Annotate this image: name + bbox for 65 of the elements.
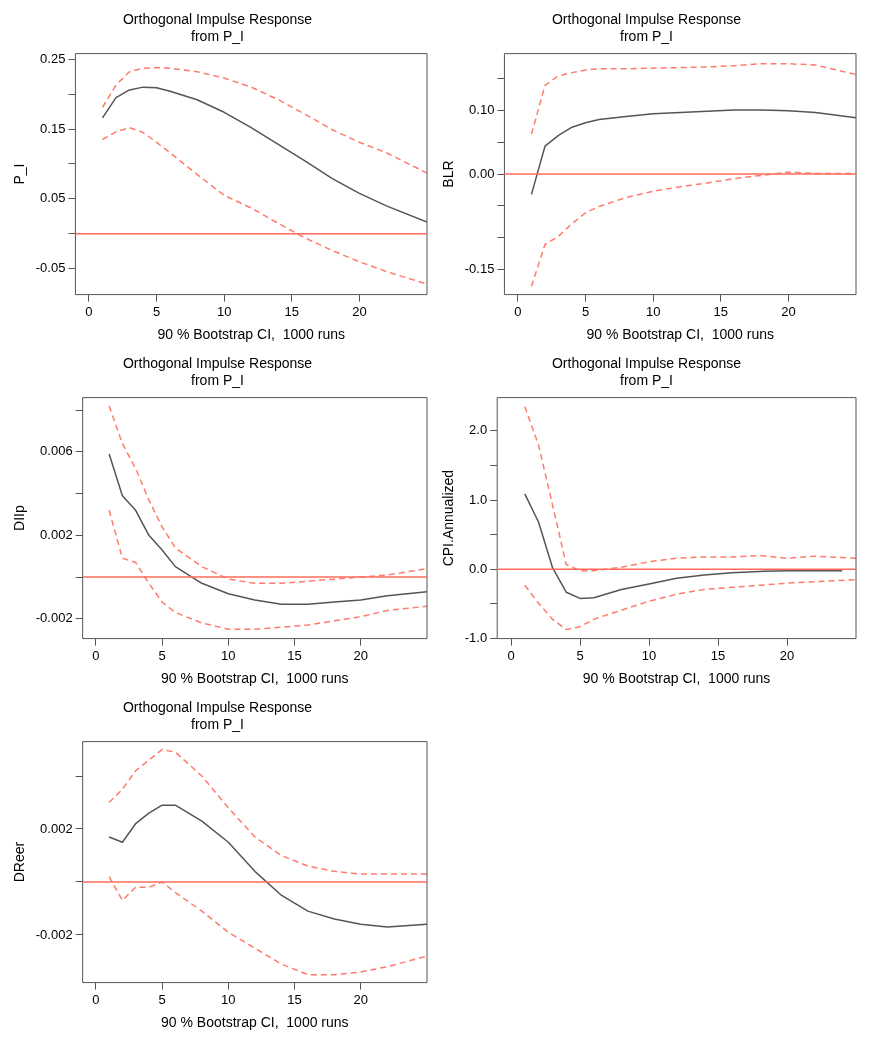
x-tick-label: 5 [576,647,584,663]
y-axis-title: CPI.Annualized [440,469,457,567]
chart-title: Orthogonal Impulse Response from P_I [122,11,313,45]
chart-title: Orthogonal Impulse Response from P_I [551,11,742,45]
x-tick-label: 5 [158,991,166,1007]
x-axis-title: 90 % Bootstrap CI, 1000 runs [586,326,774,343]
x-tick-label: 0 [507,647,515,663]
x-tick-label: 20 [352,303,367,319]
y-tick-label: 0.10 [469,102,495,118]
line-series [530,63,856,135]
y-axis-title: DReer [11,841,28,883]
x-tick-label: 0 [514,303,522,319]
x-tick-label: 10 [216,303,232,319]
y-tick-label: 1.0 [469,491,488,507]
y-tick-label: 0.0 [469,560,488,576]
y-tick-label: 0.006 [40,443,73,459]
x-tick-label: 0 [92,647,100,663]
x-axis-title: 90 % Bootstrap CI, 1000 runs [161,670,349,687]
chart-title: Orthogonal Impulse Response from P_I [122,699,313,733]
x-tick-label: 5 [581,303,590,319]
chart-title: Orthogonal Impulse Response from P_I [122,355,313,389]
x-tick-label: 5 [158,647,166,663]
x-tick-label: 20 [781,303,796,319]
y-tick-label: -0.15 [464,260,495,276]
line-series [101,126,427,285]
x-tick-label: 0 [85,303,93,319]
x-tick-label: 20 [779,647,795,663]
y-axis-title: BLR [440,160,457,188]
x-tick-label: 5 [152,303,161,319]
line-series [101,66,427,174]
x-axis-title: 90 % Bootstrap CI, 1000 runs [161,1014,349,1031]
x-tick-label: 20 [353,647,369,663]
y-tick-label: 2.0 [469,422,488,438]
y-tick-label: -0.05 [35,260,66,276]
x-tick-label: 15 [713,303,729,319]
y-tick-label: 0.00 [469,165,495,181]
line-series [108,509,427,630]
y-tick-label: -0.002 [35,610,73,626]
chart-title: Orthogonal Impulse Response from P_I [551,355,742,389]
y-tick-label: 0.002 [40,526,73,542]
x-axis-title: 90 % Bootstrap CI, 1000 runs [582,670,771,687]
line-series [524,405,856,572]
line-series [108,748,427,875]
line-series [108,405,427,585]
x-tick-label: 10 [641,647,657,663]
y-tick-label: 0.15 [40,120,66,136]
x-tick-label: 15 [710,647,726,663]
x-tick-label: 15 [287,991,302,1007]
x-axis-title: 90 % Bootstrap CI, 1000 runs [157,326,345,343]
x-tick-label: 15 [287,647,302,663]
y-tick-label: 0.05 [40,190,66,206]
y-tick-label: 0.002 [40,820,73,836]
y-tick-label: -1.0 [464,630,488,646]
line-series [108,875,427,976]
y-axis-title: DIIp [11,505,28,531]
x-tick-label: 15 [284,303,300,319]
y-tick-label: -0.002 [35,926,73,942]
x-tick-label: 10 [221,647,236,663]
y-axis-title: P_I [11,163,28,185]
x-tick-label: 0 [92,991,100,1007]
y-tick-label: 0.25 [40,50,66,66]
x-tick-label: 10 [645,303,661,319]
line-series [524,578,856,631]
x-tick-label: 20 [353,991,369,1007]
x-tick-label: 10 [221,991,236,1007]
